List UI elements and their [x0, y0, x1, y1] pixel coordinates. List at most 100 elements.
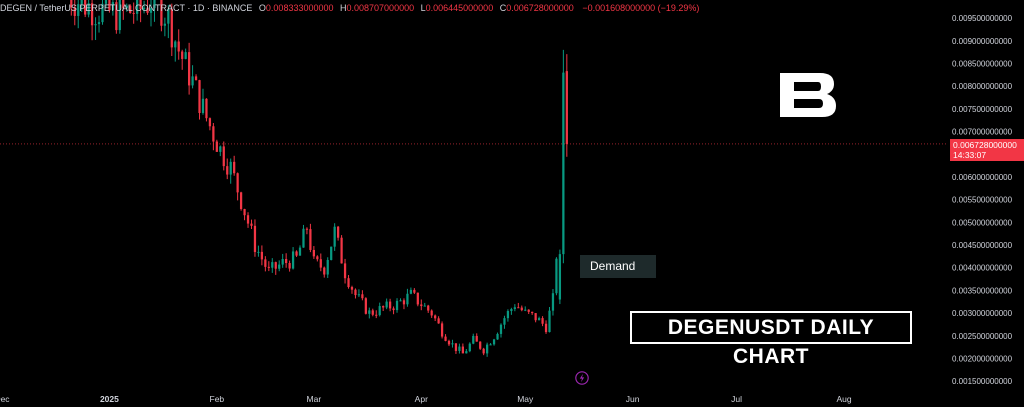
candle-body [520, 307, 523, 311]
candle-body [375, 314, 378, 316]
candle-body [319, 259, 322, 268]
open-value: 0.008333000000 [265, 3, 334, 13]
candle-body [260, 251, 264, 260]
x-tick-label: Jul [731, 394, 742, 404]
y-tick-label: 0.005000000000 [952, 218, 1013, 227]
candle-body [281, 259, 284, 265]
candle-body [537, 318, 541, 321]
y-tick-label: 0.002500000000 [952, 332, 1013, 341]
candle-body [517, 307, 520, 309]
candle-body [184, 52, 187, 59]
candle-body [486, 344, 489, 354]
candle-body [541, 318, 544, 324]
candle-body [503, 318, 506, 325]
candle-body [413, 289, 416, 293]
candle-body [489, 344, 492, 346]
candle-body [271, 262, 274, 268]
demand-label: Demand [580, 255, 656, 278]
candle-body [454, 343, 458, 351]
candle-body [208, 118, 212, 127]
last-price-tag: 0.006728000000 14:33:07 [950, 139, 1024, 161]
candle-body [174, 41, 177, 48]
brand-b-logo-icon [780, 73, 836, 117]
candle-body [167, 8, 170, 24]
candle-body [531, 311, 534, 314]
candle-body [402, 300, 406, 305]
symbol-label[interactable]: DEGEN / TetherUS PERPETUAL CONTRACT · 1D… [0, 3, 253, 13]
candle-body [80, 0, 83, 5]
y-tick-label: 0.009500000000 [952, 14, 1013, 23]
candle-body [444, 336, 447, 341]
change-value: −0.001608000000 (−19.29%) [582, 3, 700, 13]
candle-body [139, 0, 142, 10]
candle-body [524, 309, 527, 311]
last-price-value: 0.006728000000 [953, 140, 1017, 150]
candle-body [510, 309, 513, 312]
y-tick-label: 0.006000000000 [952, 173, 1013, 182]
candle-body [111, 2, 115, 11]
candle-body [236, 173, 239, 193]
candle-body [527, 309, 530, 312]
candle-body [153, 0, 156, 9]
candle-body [77, 4, 80, 16]
y-tick-label: 0.008500000000 [952, 60, 1013, 69]
candle-body [90, 3, 94, 26]
candle-body [499, 324, 503, 334]
candle-body [343, 263, 347, 279]
countdown-timer: 14:33:07 [953, 150, 987, 160]
candle-body [513, 307, 516, 310]
candle-body [555, 258, 558, 294]
candle-body [132, 12, 135, 14]
candle-body [316, 256, 319, 260]
x-tick-label: Mar [307, 394, 322, 404]
high-key: H [340, 3, 347, 13]
candle-body [198, 80, 201, 113]
candle-body [468, 343, 471, 352]
candle-body [118, 0, 121, 31]
candle-body [146, 7, 149, 13]
candle-body [357, 294, 361, 296]
candle-body [548, 310, 551, 333]
candle-body [298, 247, 302, 256]
candle-body [201, 98, 205, 113]
close-key: C [499, 3, 507, 13]
low-value: 0.006445000000 [425, 3, 494, 13]
candle-body [233, 161, 236, 174]
candle-body [160, 0, 163, 26]
candle-body [253, 225, 257, 253]
candle-body [371, 310, 374, 315]
candle-body [347, 278, 350, 288]
candle-body [333, 226, 336, 247]
candle-body [364, 298, 367, 314]
candle-body [385, 301, 388, 308]
candle-body [73, 7, 76, 16]
candle-body [416, 292, 419, 305]
candle-body [295, 251, 298, 256]
candle-body [291, 251, 295, 269]
candle-body [434, 315, 437, 319]
candle-body [534, 313, 537, 321]
candle-body [482, 348, 485, 354]
candle-body [492, 339, 496, 345]
candle-body [427, 305, 430, 311]
candle-body [350, 287, 354, 290]
candle-body [278, 264, 281, 269]
y-tick-label: 0.003000000000 [952, 309, 1013, 318]
high-value: 0.008707000000 [346, 3, 415, 13]
x-tick-label: 2025 [100, 394, 119, 404]
candle-body [475, 335, 478, 342]
lightning-bolt-icon[interactable] [575, 371, 589, 385]
candle-body [136, 0, 139, 14]
candle-body [122, 0, 125, 9]
y-tick-label: 0.007500000000 [952, 105, 1013, 114]
candle-body [243, 209, 246, 216]
candle-body [382, 306, 385, 308]
low-key: L [420, 3, 426, 13]
candle-body [239, 192, 243, 210]
candle-body [423, 305, 426, 307]
candle-body [142, 7, 146, 10]
candle-body [302, 228, 305, 248]
candle-body [368, 310, 371, 314]
y-tick-label: 0.009000000000 [952, 37, 1013, 46]
